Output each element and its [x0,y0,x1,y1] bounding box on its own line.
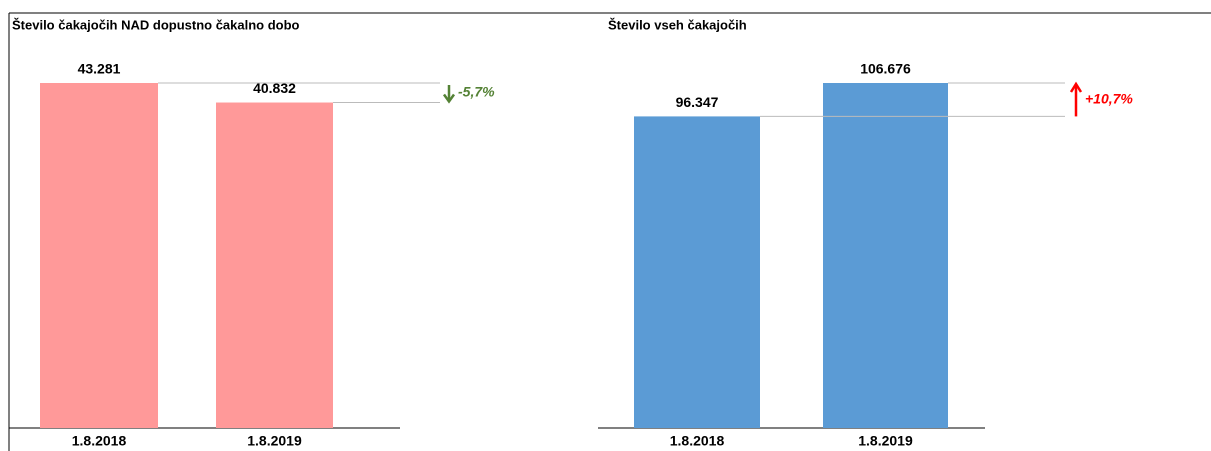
arrow-head [1069,81,1083,93]
value-label: 40.832 [253,80,296,96]
value-label: 96.347 [676,94,719,110]
x-tick-label: 1.8.2019 [247,433,302,449]
bar [40,83,158,428]
x-tick-label: 1.8.2018 [72,433,127,449]
chart-title: Število vseh čakajočih [608,17,747,32]
bar [634,116,760,428]
value-label: 106.676 [860,61,911,77]
value-label: 43.281 [78,61,121,77]
x-tick-label: 1.8.2018 [670,433,725,449]
arrow-head [442,93,456,104]
x-tick-label: 1.8.2019 [858,433,913,449]
annotation: -5,7% [458,83,495,99]
bar [823,83,948,428]
annotation: +10,7% [1085,90,1133,106]
bar [216,102,333,428]
chart-title: Število čakajočih NAD dopustno čakalno d… [12,17,300,32]
